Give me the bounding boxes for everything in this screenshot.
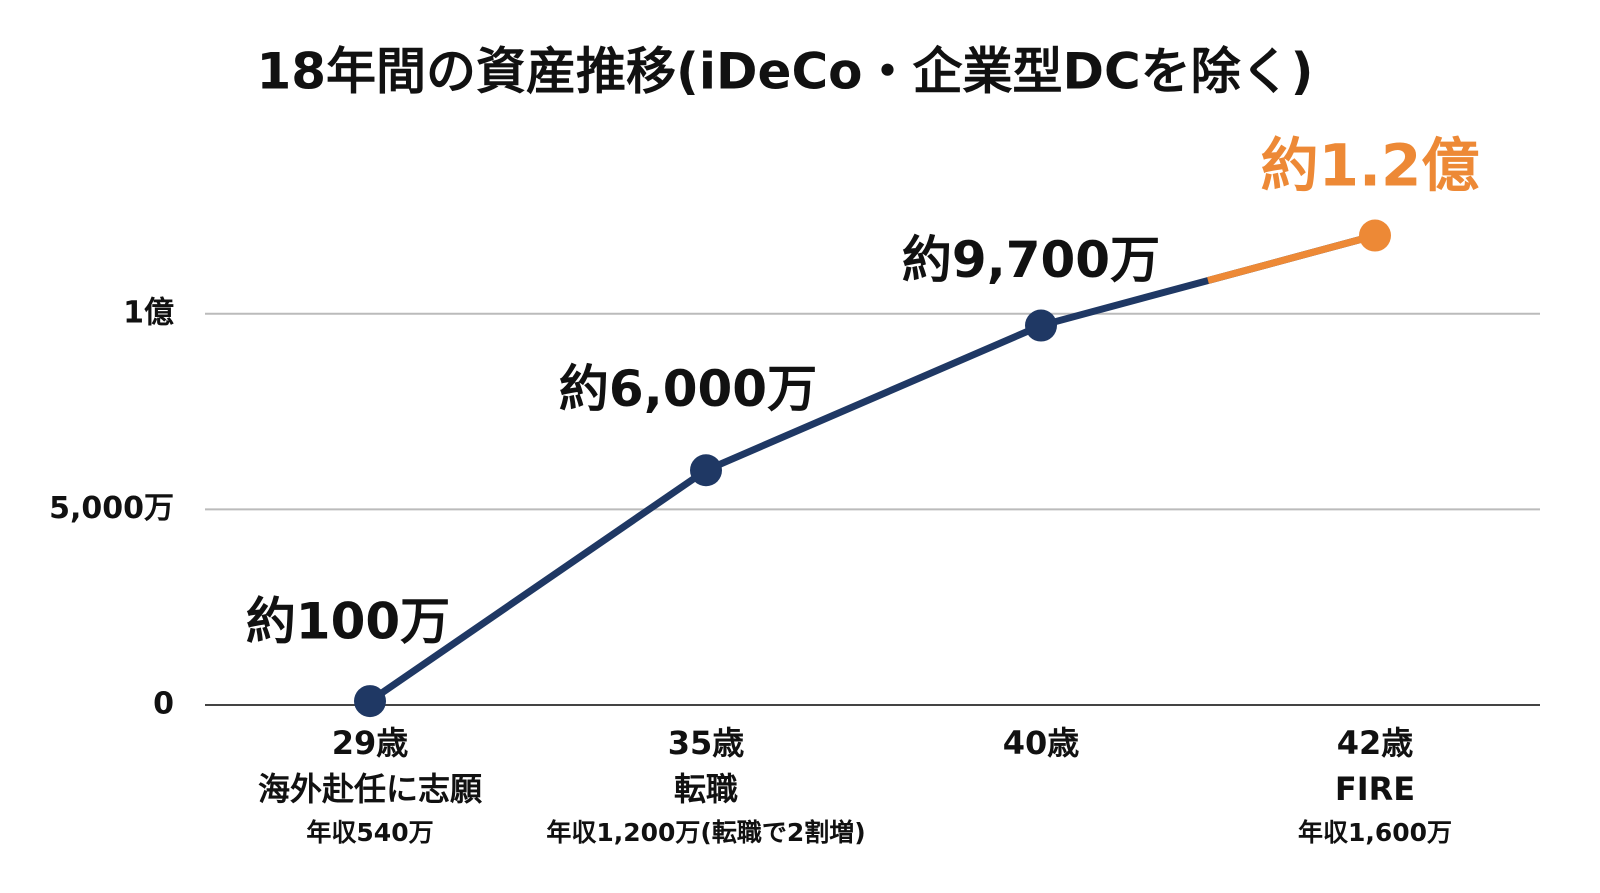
x-sublabel: 海外赴任に志願 [258,770,482,808]
x-income: 年収1,200万(転職で2割増) [546,818,865,847]
y-tick-label: 0 [153,687,174,722]
y-tick-label: 1億 [123,295,174,330]
x-tick-label: 35歳 [668,724,745,762]
point [354,685,386,718]
x-tick-label: 42歳 [1337,724,1414,762]
x-income: 年収540万 [306,818,433,847]
point [690,454,722,487]
value-label: 約9,700万 [902,231,1160,289]
x-income: 年収1,600万 [1298,818,1452,847]
point [1025,309,1057,342]
line [368,232,1376,704]
x-sublabel: FIRE [1335,770,1415,808]
value-label: 約6,000万 [559,360,817,418]
value-label: 約100万 [246,593,450,651]
point [1359,219,1391,252]
x-sublabel: 転職 [674,770,738,808]
y-tick-label: 5,000万 [49,491,174,526]
x-tick-label: 29歳 [332,724,409,762]
chart-title: 18年間の資産推移(iDeCo・企業型DCを除く) [256,43,1313,101]
x-tick-label: 40歳 [1003,724,1080,762]
value-label: 約1.2億 [1261,132,1480,200]
highlight-segment [1207,232,1376,284]
